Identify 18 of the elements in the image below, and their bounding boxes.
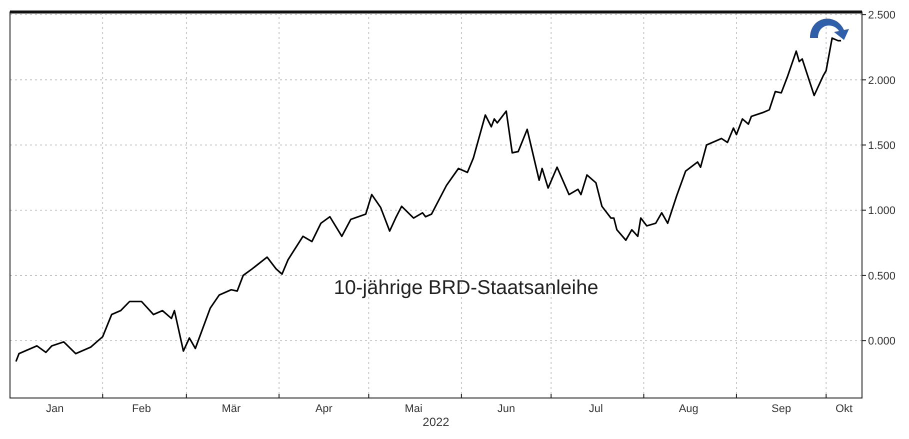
y-tick-label: 1.500 <box>868 140 896 152</box>
y-tick-label: 2.500 <box>868 10 896 22</box>
x-tick-label: Apr <box>315 403 333 415</box>
x-axis-title: 2022 <box>422 415 450 429</box>
x-tick-label: Okt <box>836 403 853 415</box>
x-tick-label: Jul <box>588 403 603 415</box>
y-tick-label: 0.000 <box>868 336 896 348</box>
x-tick-label: Sep <box>771 403 792 415</box>
x-tick-label: Feb <box>132 403 152 415</box>
x-tick-label: Mär <box>222 403 242 415</box>
y-tick-label: 1.000 <box>868 205 896 218</box>
x-tick-label: Aug <box>678 403 698 415</box>
x-tick-label: Mai <box>404 403 422 415</box>
y-tick-label: 2.000 <box>868 74 896 87</box>
y-tick-label: 0.500 <box>868 270 896 282</box>
text: 10-jährige BRD-Staatsanleihe <box>334 276 598 299</box>
x-tick-label: Jan <box>46 403 64 415</box>
x-tick-label: Jun <box>497 403 516 415</box>
